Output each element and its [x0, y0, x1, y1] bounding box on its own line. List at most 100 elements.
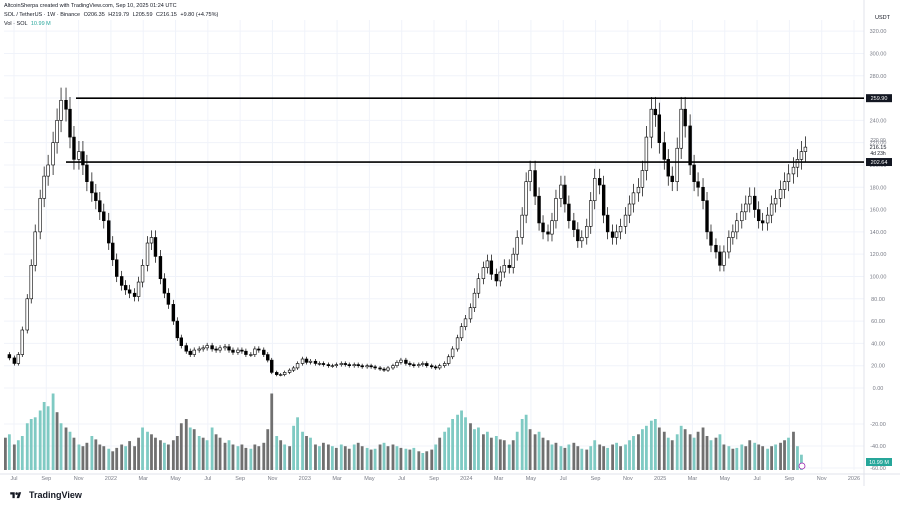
volume-bar	[314, 444, 317, 470]
candle-body	[399, 359, 403, 363]
candle-body	[450, 348, 455, 358]
volume-bar	[744, 446, 748, 470]
candle-body	[756, 209, 761, 222]
volume-bar	[559, 446, 563, 470]
volume-bar	[593, 440, 597, 470]
candle-body	[511, 253, 515, 268]
candle-body	[610, 231, 615, 238]
volume-bar	[318, 446, 321, 470]
time-tick-label: 2023	[299, 476, 311, 482]
time-tick-label: May	[170, 476, 181, 482]
price-tick-label: 100.00	[870, 274, 887, 280]
candle-body	[731, 231, 735, 238]
volume-bar	[722, 444, 726, 470]
volume-bar	[611, 444, 615, 470]
volume-bar	[477, 427, 480, 470]
volume-bar	[735, 447, 739, 470]
volume-bar	[666, 437, 670, 470]
candle-body	[153, 237, 158, 257]
volume-bar	[347, 448, 351, 470]
ohlc-high: H219.79	[108, 12, 130, 18]
candle-body	[404, 359, 408, 364]
candle-body	[356, 364, 360, 366]
volume-bar	[705, 436, 709, 470]
volume-bar	[787, 437, 790, 470]
candle-body	[614, 231, 619, 238]
volume-bar	[51, 393, 55, 470]
volume-bar	[637, 434, 640, 470]
candle-body	[179, 337, 184, 346]
volume-bar	[447, 427, 451, 470]
time-tick-label: Jul	[398, 476, 405, 482]
volume-bar	[55, 412, 59, 470]
price-tick-label: 160.00	[870, 208, 887, 214]
tradingview-branding: TradingView	[6, 490, 82, 500]
candle-body	[382, 368, 386, 371]
price-tick-label: 80.00	[871, 297, 885, 303]
candle-body	[205, 345, 209, 349]
candle-body	[278, 374, 283, 376]
volume-bar	[270, 393, 274, 470]
volume-bar	[218, 437, 222, 470]
volume-bar	[572, 442, 576, 470]
volume-bar	[146, 431, 149, 470]
candle-body	[158, 256, 163, 280]
candle-body	[317, 363, 322, 365]
volume-bar	[404, 448, 408, 470]
candle-body	[72, 136, 76, 160]
candle-body	[760, 220, 765, 224]
candle-body	[38, 198, 42, 233]
candle-body	[46, 164, 50, 177]
candle-body	[773, 198, 778, 205]
volume-bar	[731, 448, 735, 470]
candle-body	[528, 170, 532, 182]
volume-bar	[438, 437, 442, 470]
volume-bar	[482, 434, 485, 470]
time-tick-label: 2024	[460, 476, 472, 482]
attribution-text: AltcoinSherpa created with TradingView.c…	[4, 3, 177, 9]
candle-body	[295, 363, 300, 369]
tradingview-logo-icon	[10, 491, 22, 498]
volume-bar	[33, 417, 37, 470]
candle-body	[459, 326, 464, 339]
candle-body	[722, 251, 726, 266]
volume-bar	[624, 444, 627, 470]
volume-bar	[520, 419, 524, 470]
volume-bar	[460, 410, 463, 470]
time-tick-label: Mar	[688, 476, 698, 482]
volume-bar	[430, 449, 434, 470]
volume-bar	[378, 444, 382, 470]
volume-bar	[800, 454, 803, 470]
candle-body	[334, 364, 339, 366]
volume-bar	[443, 431, 447, 470]
volume-bar	[360, 446, 364, 470]
candle-body	[421, 363, 425, 365]
candle-body	[12, 357, 17, 364]
volume-bar	[489, 437, 493, 470]
candle-body	[395, 362, 399, 366]
price-tick-label: 120.00	[870, 252, 887, 258]
candle-body	[605, 214, 610, 233]
volume-bar	[473, 429, 476, 470]
volume-bar	[94, 439, 98, 470]
volume-bar	[20, 436, 24, 470]
candle-body	[701, 186, 705, 201]
candle-body	[236, 349, 240, 353]
candle-body	[33, 231, 37, 266]
candle-body	[244, 350, 248, 355]
volume-bar	[528, 429, 532, 470]
candle-body	[188, 350, 192, 355]
candle-body	[175, 320, 180, 339]
candle-body	[425, 363, 429, 366]
volume-bar	[585, 449, 589, 470]
candle-body	[567, 203, 571, 222]
candle-body	[627, 203, 632, 216]
volume-bar	[249, 448, 253, 470]
volume-bar	[649, 420, 653, 470]
volume-bar	[184, 419, 188, 470]
candle-body	[218, 347, 222, 351]
candle-body	[64, 99, 68, 110]
time-tick-label: Nov	[623, 476, 633, 482]
candle-body	[68, 108, 72, 138]
time-tick-label: May	[364, 476, 375, 482]
